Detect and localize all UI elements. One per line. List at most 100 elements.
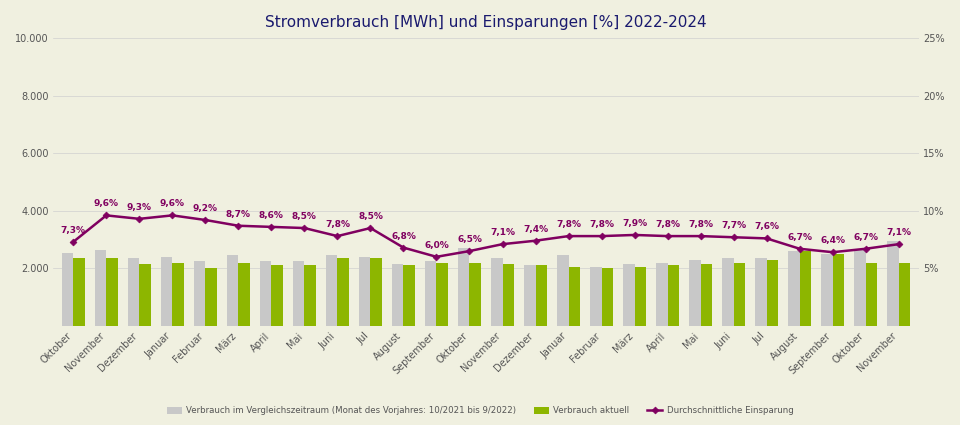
Durchschnittliche Einsparung (299, 226, 310, 231)
Durchschnittliche Einsparung (232, 223, 244, 228)
Durchschnittliche Einsparung (661, 234, 673, 239)
Durchschnittliche Einsparung (761, 236, 773, 241)
Text: 9,2%: 9,2% (193, 204, 218, 213)
Durchschnittliche Einsparung (629, 232, 640, 238)
Bar (95, 249, 107, 326)
Bar (899, 263, 910, 326)
Durchschnittliche Einsparung (563, 234, 574, 239)
Text: 6,7%: 6,7% (787, 233, 812, 242)
Text: 7,8%: 7,8% (688, 220, 713, 229)
Durchschnittliche Einsparung (893, 241, 904, 246)
Text: 8,5%: 8,5% (292, 212, 317, 221)
Bar (260, 261, 272, 326)
Title: Stromverbrauch [MWh] und Einsparungen [%] 2022-2024: Stromverbrauch [MWh] und Einsparungen [%… (265, 15, 707, 30)
Durchschnittliche Einsparung (431, 254, 443, 259)
Durchschnittliche Einsparung (695, 234, 707, 239)
Bar (238, 263, 250, 326)
Bar (425, 261, 437, 326)
Text: 7,7%: 7,7% (721, 221, 746, 230)
Text: 7,1%: 7,1% (886, 228, 911, 237)
Bar (590, 267, 602, 326)
Text: 8,5%: 8,5% (358, 212, 383, 221)
Bar (887, 241, 899, 326)
Bar (767, 260, 779, 326)
Bar (107, 258, 118, 326)
Bar (359, 257, 371, 326)
Text: 9,3%: 9,3% (127, 203, 152, 212)
Bar (667, 266, 679, 326)
Bar (502, 264, 514, 326)
Bar (800, 251, 811, 326)
Bar (205, 268, 217, 326)
Text: 8,7%: 8,7% (226, 210, 251, 219)
Text: 6,4%: 6,4% (820, 236, 845, 245)
Bar (392, 264, 403, 326)
Bar (304, 266, 316, 326)
Bar (568, 267, 580, 326)
Bar (437, 263, 448, 326)
Bar (536, 266, 547, 326)
Legend: Verbrauch im Vergleichszeitraum (Monat des Vorjahres: 10/2021 bis 9/2022), Verbr: Verbrauch im Vergleichszeitraum (Monat d… (163, 402, 797, 419)
Bar (701, 264, 712, 326)
Bar (854, 249, 866, 326)
Durchschnittliche Einsparung (331, 234, 343, 239)
Text: 7,4%: 7,4% (523, 225, 548, 234)
Bar (733, 263, 745, 326)
Durchschnittliche Einsparung (101, 213, 112, 218)
Text: 9,6%: 9,6% (160, 199, 185, 208)
Text: 9,6%: 9,6% (94, 199, 119, 208)
Text: 6,7%: 6,7% (853, 233, 878, 242)
Text: 7,3%: 7,3% (60, 226, 85, 235)
Bar (61, 252, 73, 326)
Bar (557, 255, 568, 326)
Durchschnittliche Einsparung (596, 234, 608, 239)
Bar (371, 258, 382, 326)
Bar (623, 264, 635, 326)
Durchschnittliche Einsparung (464, 249, 475, 254)
Bar (722, 258, 733, 326)
Bar (337, 258, 349, 326)
Bar (403, 266, 415, 326)
Bar (293, 261, 304, 326)
Durchschnittliche Einsparung (794, 246, 805, 251)
Durchschnittliche Einsparung (860, 246, 872, 251)
Text: 6,0%: 6,0% (424, 241, 449, 250)
Durchschnittliche Einsparung (365, 226, 376, 231)
Bar (325, 255, 337, 326)
Bar (128, 258, 139, 326)
Bar (866, 263, 877, 326)
Bar (788, 251, 800, 326)
Bar (491, 258, 502, 326)
Durchschnittliche Einsparung (200, 218, 211, 223)
Text: 6,5%: 6,5% (457, 235, 482, 244)
Text: 7,8%: 7,8% (324, 220, 350, 229)
Text: 7,8%: 7,8% (655, 220, 680, 229)
Bar (194, 261, 205, 326)
Bar (756, 258, 767, 326)
Text: 6,8%: 6,8% (391, 232, 416, 241)
Bar (469, 263, 481, 326)
Text: 7,1%: 7,1% (490, 228, 515, 237)
Bar (689, 260, 701, 326)
Bar (160, 258, 173, 326)
Bar (272, 266, 283, 326)
Bar (73, 258, 84, 326)
Text: 7,9%: 7,9% (622, 219, 647, 228)
Durchschnittliche Einsparung (827, 249, 838, 255)
Line: Durchschnittliche Einsparung: Durchschnittliche Einsparung (71, 213, 901, 259)
Durchschnittliche Einsparung (133, 216, 145, 221)
Bar (821, 254, 832, 326)
Durchschnittliche Einsparung (167, 213, 179, 218)
Bar (635, 267, 646, 326)
Bar (602, 268, 613, 326)
Text: 8,6%: 8,6% (259, 211, 284, 220)
Bar (832, 254, 844, 326)
Bar (458, 248, 469, 326)
Bar (227, 255, 238, 326)
Bar (139, 264, 151, 326)
Durchschnittliche Einsparung (530, 238, 541, 243)
Text: 7,8%: 7,8% (556, 220, 581, 229)
Durchschnittliche Einsparung (496, 241, 508, 246)
Bar (524, 266, 536, 326)
Bar (656, 263, 667, 326)
